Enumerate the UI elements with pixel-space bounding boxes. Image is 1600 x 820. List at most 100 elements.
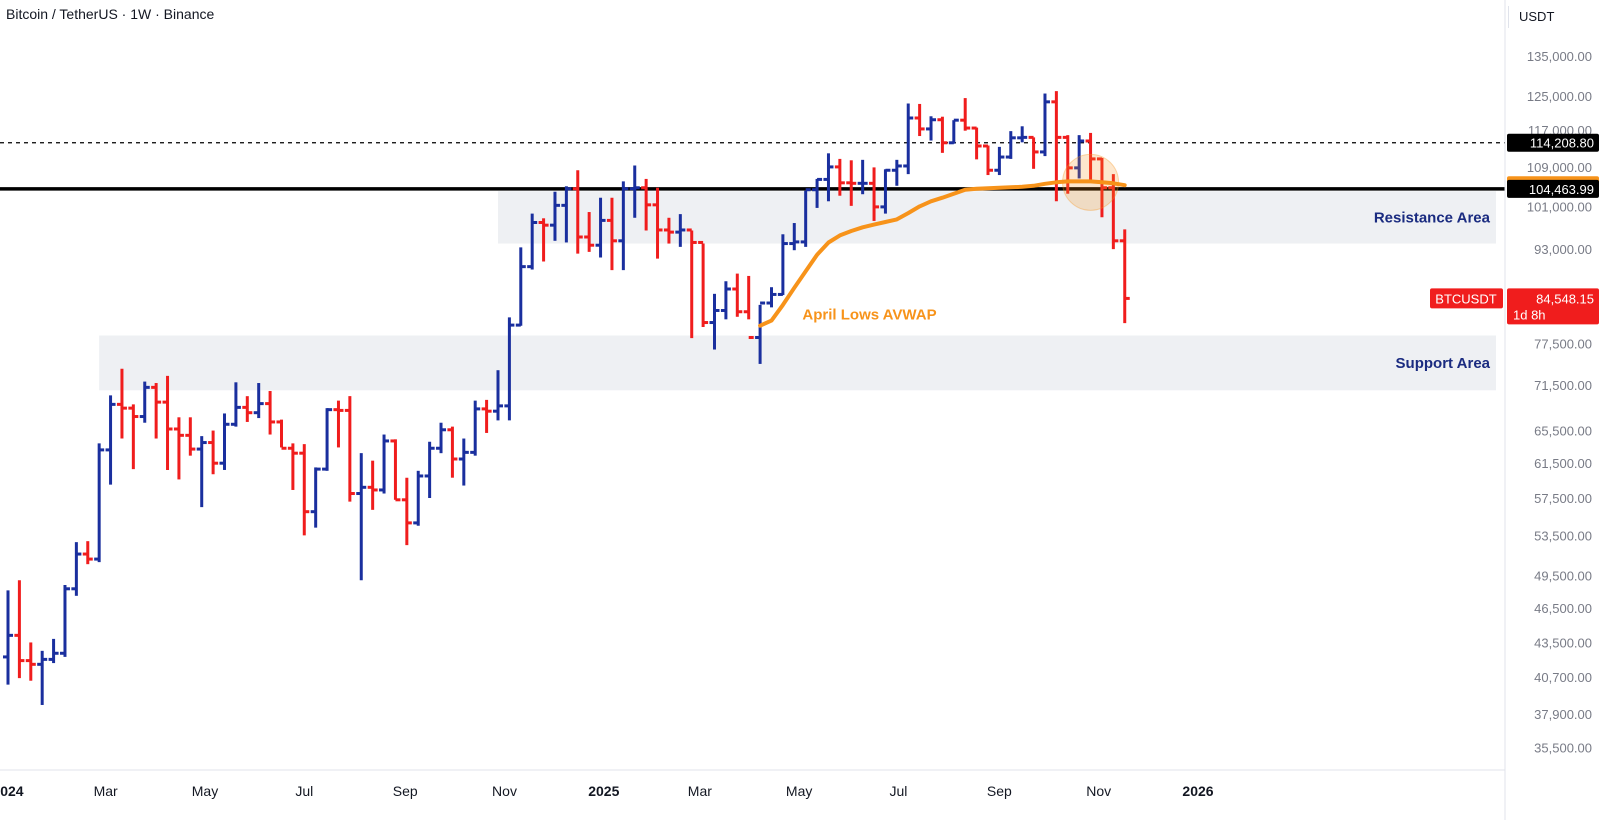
ohlc-bar	[116, 368, 127, 439]
ohlc-bar	[572, 170, 583, 254]
ohlc-bar	[698, 240, 709, 328]
y-tick-label: 135,000.00	[1527, 49, 1592, 64]
price-tag	[1507, 179, 1599, 198]
ohlc-bar	[606, 197, 617, 271]
y-tick-label: 40,700.00	[1534, 670, 1592, 685]
ohlc-bar	[948, 118, 959, 145]
y-tick-label: 61,500.00	[1534, 456, 1592, 471]
ohlc-bar	[390, 439, 401, 502]
x-tick-label: Nov	[492, 783, 517, 799]
ohlc-bar	[903, 103, 914, 175]
y-tick-label: 101,000.00	[1527, 199, 1592, 214]
ohlc-bar	[3, 590, 13, 685]
ohlc-bar	[219, 413, 230, 470]
x-tick-label: 2025	[588, 783, 619, 799]
ohlc-bar	[208, 430, 219, 475]
ohlc-bar	[185, 417, 196, 456]
ohlc-bar	[823, 153, 834, 202]
price-tag-label: 114,208.80	[1530, 136, 1594, 151]
ohlc-bar	[1108, 174, 1119, 250]
ohlc-bar	[709, 293, 720, 350]
ohlc-bar	[1119, 229, 1130, 324]
ohlc-bar	[834, 158, 845, 196]
ohlc-bar	[1074, 135, 1085, 179]
x-tick-label: Jul	[295, 783, 313, 799]
y-tick-label: 57,500.00	[1534, 491, 1592, 506]
ohlc-bar	[789, 223, 800, 251]
y-tick-label: 71,500.00	[1534, 378, 1592, 393]
x-tick-label: Mar	[94, 783, 118, 799]
ohlc-bar	[663, 217, 674, 244]
ohlc-bar	[800, 188, 811, 247]
ohlc-bar	[48, 638, 59, 664]
ohlc-bar	[333, 400, 344, 448]
ohlc-bar	[527, 213, 538, 270]
y-tick-label: 109,000.00	[1527, 160, 1592, 175]
ohlc-bar	[584, 212, 595, 252]
avwap-line	[758, 179, 1127, 328]
ohlc-bar	[926, 116, 937, 141]
ohlc-bar	[128, 404, 139, 470]
ohlc-bar	[287, 443, 298, 490]
x-tick-label: 2026	[1182, 783, 1213, 799]
y-tick-label: 46,500.00	[1534, 601, 1592, 616]
ohlc-bar	[299, 444, 310, 536]
ohlc-bar	[994, 146, 1005, 176]
ohlc-bar	[276, 419, 287, 450]
ohlc-bar	[413, 470, 424, 526]
ohlc-bar	[71, 542, 82, 596]
ohlc-bar	[641, 178, 652, 231]
zone-resistance	[498, 191, 1496, 244]
ohlc-bar	[869, 167, 880, 221]
ohlc-bar	[82, 541, 93, 565]
y-tick-label: 53,500.00	[1534, 528, 1592, 543]
ohlc-bar	[549, 191, 560, 241]
ohlc-bar	[880, 168, 891, 214]
ohlc-bar	[675, 214, 686, 247]
ohlc-bar	[173, 417, 184, 480]
zone-label: Support Area	[1396, 355, 1491, 372]
ohlc-bar	[94, 443, 105, 563]
y-tick-label: 35,500.00	[1534, 741, 1592, 756]
ohlc-bar	[1017, 126, 1028, 143]
ohlc-bar	[983, 144, 993, 176]
ohlc-bar	[458, 438, 469, 486]
currency-selector[interactable]: USDT	[1508, 6, 1600, 28]
ohlc-bar	[265, 391, 276, 435]
ohlc-bar	[1096, 157, 1107, 218]
ohlc-bar	[322, 408, 333, 471]
ohlc-bar	[379, 434, 390, 494]
ohlc-bar	[436, 422, 447, 454]
ohlc-bar	[356, 453, 367, 581]
ohlc-bar	[846, 160, 857, 206]
ohlc-bar	[230, 382, 241, 427]
avwap-label: April Lows AVWAP	[802, 306, 936, 323]
zone-label: Resistance Area	[1374, 209, 1491, 226]
y-tick-label: 93,000.00	[1534, 242, 1592, 257]
ohlc-bar	[971, 126, 982, 160]
chart-title: Bitcoin / TetherUS · 1W · Binance	[6, 6, 215, 22]
ohlc-bar	[777, 234, 788, 296]
ohlc-bar	[310, 467, 321, 528]
ohlc-bar	[561, 186, 572, 243]
ohlc-bar	[618, 181, 629, 271]
ohlc-bar	[960, 98, 971, 131]
ohlc-bar	[629, 165, 640, 218]
ohlc-bar	[253, 383, 264, 419]
ohlc-bar	[755, 301, 766, 364]
last-price-label: 84,548.15	[1536, 291, 1594, 306]
ohlc-bar	[367, 460, 378, 510]
ohlc-bar	[401, 477, 412, 546]
ohlc-bar	[59, 585, 70, 657]
ohlc-bar	[151, 383, 162, 439]
ohlc-bar	[595, 197, 606, 258]
ohlc-bar	[732, 273, 743, 317]
symbol-tag	[1430, 288, 1503, 309]
x-tick-label: May	[786, 783, 812, 799]
ohlc-bar	[242, 396, 253, 422]
ohlc-bar	[743, 275, 754, 340]
x-tick-label: Sep	[393, 783, 418, 799]
ohlc-bar	[196, 436, 207, 508]
ohlc-bar	[424, 441, 435, 499]
